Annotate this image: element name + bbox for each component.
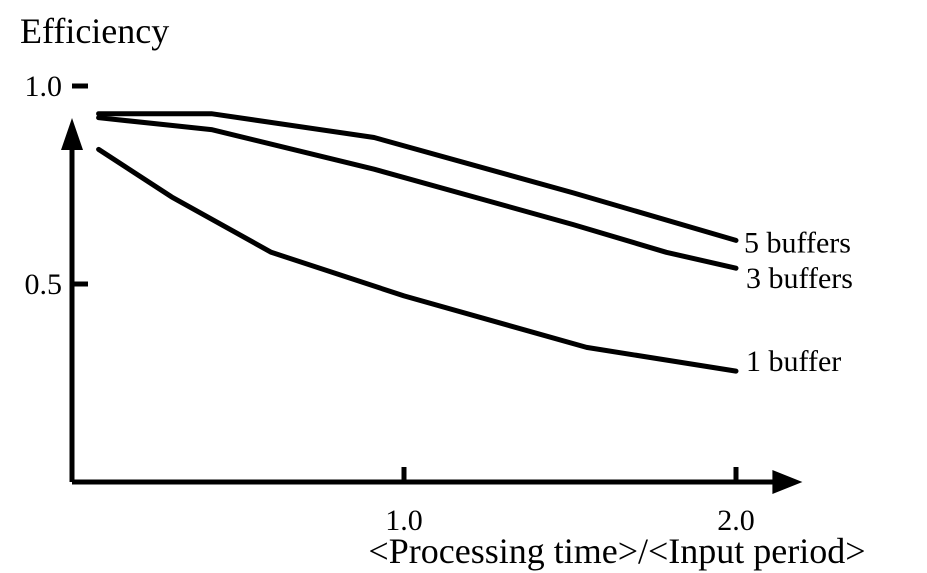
series-line	[96, 146, 739, 374]
x-axis-label: <Processing time>/<Input period>	[368, 531, 865, 571]
x-tick-label: 2.0	[717, 504, 755, 537]
series-lines	[96, 111, 739, 374]
y-axis-arrowhead	[61, 118, 83, 150]
axes	[61, 118, 803, 494]
series-line	[96, 115, 739, 271]
x-axis-arrowhead	[772, 470, 803, 494]
series-label: 5 buffers	[744, 226, 851, 259]
series-line	[96, 111, 739, 243]
ticks: 1.0 2.0 0.5 1.0	[25, 70, 755, 537]
series-label: 1 buffer	[746, 345, 841, 378]
y-tick-label: 0.5	[25, 268, 63, 301]
y-axis-label: Efficiency	[20, 11, 169, 51]
x-tick-label: 1.0	[385, 504, 423, 537]
y-tick-label: 1.0	[25, 70, 63, 103]
series-label: 3 buffers	[746, 262, 853, 295]
